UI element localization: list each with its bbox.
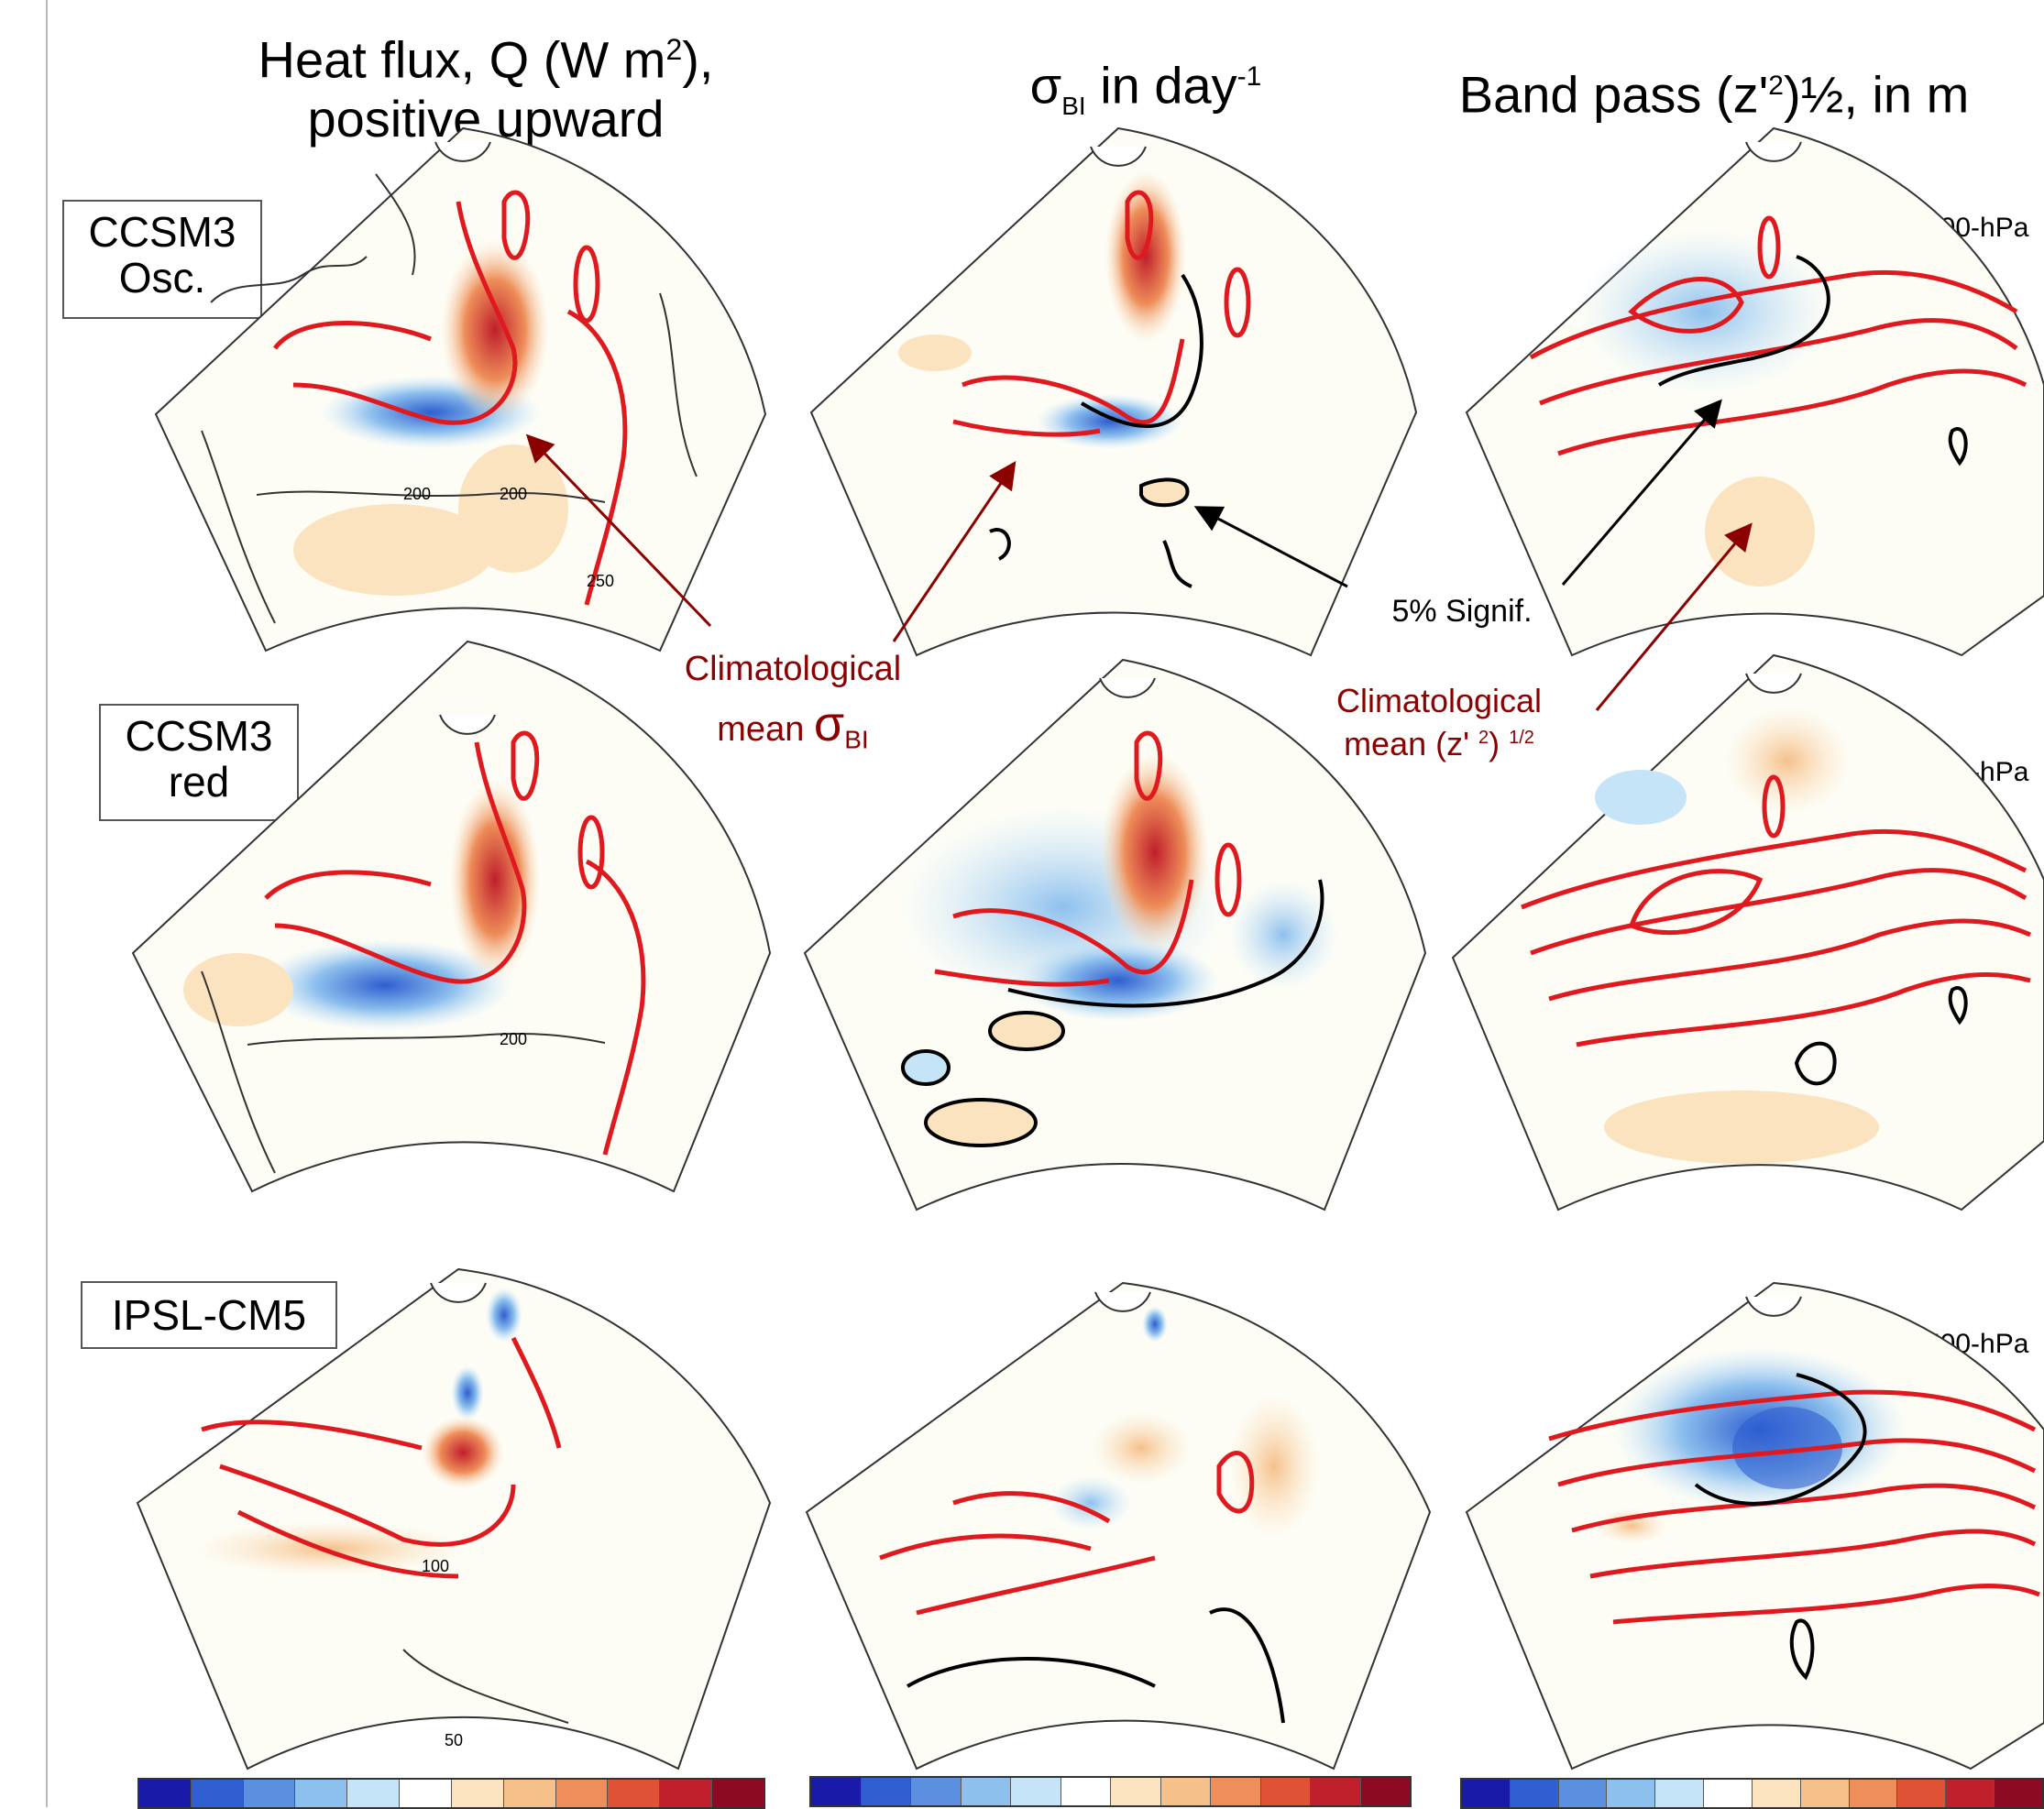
arrow-clim-sigma-2 [892, 461, 1017, 642]
colorbar-swatch [555, 1780, 609, 1807]
contour-label: 250 [587, 572, 614, 590]
colorbar-swatch [1211, 1778, 1261, 1805]
colorbar-swatch [1011, 1778, 1061, 1805]
colorbar-swatch [608, 1780, 661, 1807]
colorbar-swatch [400, 1780, 452, 1807]
colorbar-swatch [139, 1780, 192, 1807]
colorbar-heatflux [137, 1778, 765, 1809]
colorbar-swatch [861, 1778, 911, 1805]
colorbar-swatch [191, 1780, 244, 1807]
colorbar-swatch [295, 1780, 348, 1807]
contour-label: 50 [445, 1731, 463, 1749]
contour-label: 200 [500, 485, 527, 503]
colorbar-swatch [911, 1778, 962, 1805]
map-panel-r1-sigma [809, 126, 1418, 657]
map-panel-r1-bandpass [1465, 126, 2044, 657]
arrow-signif-2 [1561, 399, 1722, 586]
colorbar-swatch [1111, 1778, 1161, 1805]
colorbar-swatch [503, 1780, 556, 1807]
contour-label: 100 [422, 1557, 449, 1575]
colorbar-swatch [1311, 1778, 1361, 1805]
row-label-ccsm3-osc: CCSM3 Osc. [62, 200, 262, 319]
contour-label: 200 [403, 485, 431, 503]
map-panel-r1-heatflux: 200 200 250 [154, 126, 767, 652]
annotation-signif: 5% Signif. [1391, 594, 1533, 629]
colorbar-swatch [451, 1780, 504, 1807]
colorbar-swatch [347, 1780, 401, 1807]
colorbar-swatch [811, 1778, 862, 1805]
contour-label: 200 [500, 1030, 527, 1048]
map-panel-r3-heatflux: 100 50 [136, 1267, 772, 1771]
colorbar-swatch [961, 1778, 1011, 1805]
colorbar-swatch [1260, 1778, 1311, 1805]
colorbar-swatch [1849, 1780, 1898, 1807]
colorbar-swatch [1995, 1780, 2042, 1807]
colorbar-swatch [1655, 1780, 1705, 1807]
colorbar-swatch [1510, 1780, 1559, 1807]
map-panel-r3-bandpass [1465, 1281, 2044, 1771]
colorbar-bandpass [1460, 1778, 2044, 1809]
colorbar-swatch [1704, 1780, 1753, 1807]
annotation-clim-sigma: Climatological mean σBI [684, 650, 902, 754]
colorbar-swatch [712, 1780, 764, 1807]
row-label-ccsm3-red: CCSM3 red [99, 704, 299, 821]
colorbar-swatch [243, 1780, 296, 1807]
annotation-clim-z: Climatological mean (z' 2) 1/2 [1335, 682, 1543, 762]
map-panel-r3-sigma [805, 1281, 1432, 1771]
arrow-signif-1 [1193, 506, 1348, 588]
left-margin-rule [46, 0, 48, 1807]
colorbar-swatch [660, 1780, 713, 1807]
colorbar-swatch [1060, 1778, 1111, 1805]
arrow-clim-sigma-1 [525, 433, 712, 628]
colorbar-swatch [1607, 1780, 1656, 1807]
map-panel-r2-sigma [803, 658, 1427, 1211]
colorbar-swatch [1558, 1780, 1608, 1807]
map-panel-r2-bandpass [1451, 653, 2044, 1211]
row-label-ipsl-cm5: IPSL-CM5 [81, 1281, 337, 1349]
colorbar-swatch [1897, 1780, 1947, 1807]
colorbar-swatch [1360, 1778, 1410, 1805]
colorbar-swatch [1160, 1778, 1211, 1805]
colorbar-swatch [1462, 1780, 1511, 1807]
map-panel-r2-heatflux: 200 [131, 640, 772, 1193]
arrow-clim-z [1595, 522, 1753, 711]
column-title-band-pass: Band pass (z'2)½, in m [1458, 65, 1970, 124]
column-title-sigma-bi: σBI in day-1 [1029, 56, 1262, 120]
colorbar-swatch [1946, 1780, 1995, 1807]
colorbar-swatch [1800, 1780, 1850, 1807]
colorbar-swatch [1752, 1780, 1801, 1807]
colorbar-sigma [809, 1776, 1412, 1807]
